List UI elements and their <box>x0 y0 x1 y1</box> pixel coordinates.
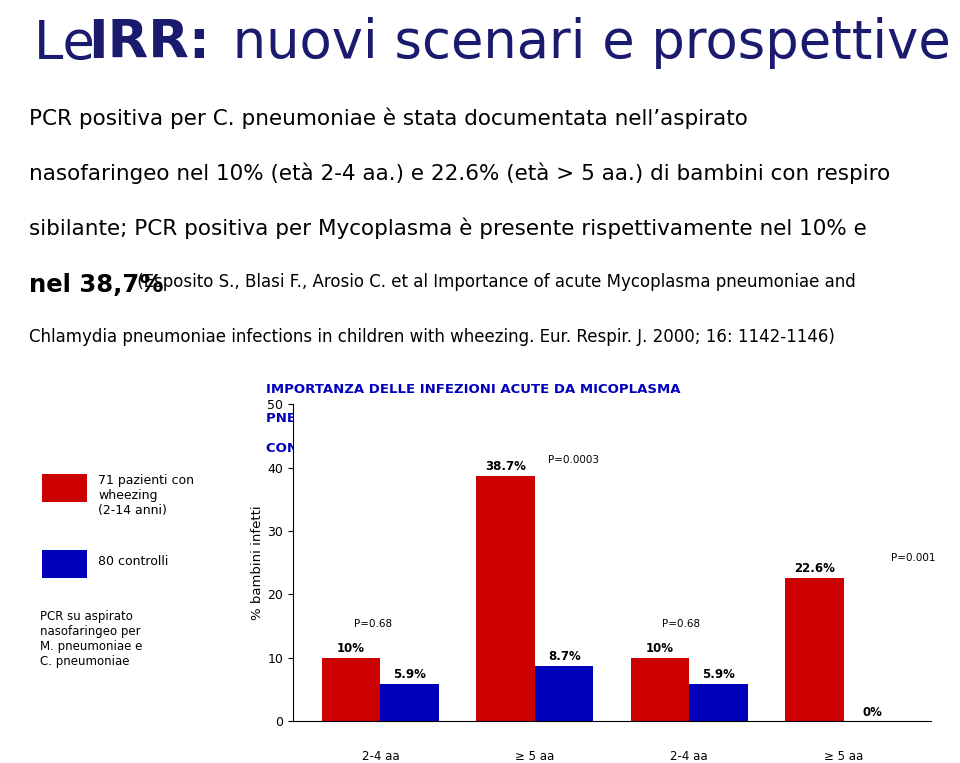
Text: Le: Le <box>34 18 111 69</box>
Text: P=0.0003: P=0.0003 <box>548 455 599 465</box>
Y-axis label: % bambini infetti: % bambini infetti <box>252 505 264 620</box>
Text: ≥ 5 aa: ≥ 5 aa <box>516 749 555 762</box>
Bar <box>322 658 380 721</box>
Text: P=0.68: P=0.68 <box>353 620 392 629</box>
Text: nel 38,7%: nel 38,7% <box>29 273 163 297</box>
Text: 22.6%: 22.6% <box>794 562 834 575</box>
Text: Chlamydia pneumoniae infections in children with wheezing. Eur. Respir. J. 2000;: Chlamydia pneumoniae infections in child… <box>29 328 834 346</box>
Text: 38.7%: 38.7% <box>485 460 526 473</box>
Bar <box>476 476 535 721</box>
Text: P=0.001: P=0.001 <box>891 552 935 563</box>
Text: (Esposito S., Blasi F., Arosio C. et al Importance of acute Mycoplasma pneumonia: (Esposito S., Blasi F., Arosio C. et al … <box>132 273 855 291</box>
Text: Esposito. Eur Respir J 2000; 16: 1142: Esposito. Eur Respir J 2000; 16: 1142 <box>578 442 797 455</box>
Text: CON WHEEZING: CON WHEEZING <box>266 442 383 455</box>
Bar <box>689 684 748 721</box>
Text: P=0.68: P=0.68 <box>662 620 701 629</box>
Text: PCR positiva per C. pneumoniae è stata documentata nell’aspirato: PCR positiva per C. pneumoniae è stata d… <box>29 108 748 129</box>
Text: 10%: 10% <box>337 642 365 655</box>
Bar <box>42 549 87 578</box>
Text: sibilante; PCR positiva per Mycoplasma è presente rispettivamente nel 10% e: sibilante; PCR positiva per Mycoplasma è… <box>29 217 867 240</box>
Text: IMPORTANZA DELLE INFEZIONI ACUTE DA MICOPLASMA: IMPORTANZA DELLE INFEZIONI ACUTE DA MICO… <box>266 383 681 397</box>
Text: nasofaringeo nel 10% (età 2-4 aa.) e 22.6% (età > 5 aa.) di bambini con respiro: nasofaringeo nel 10% (età 2-4 aa.) e 22.… <box>29 163 890 184</box>
Bar <box>631 658 689 721</box>
Text: 10%: 10% <box>646 642 674 655</box>
Text: 5.9%: 5.9% <box>394 668 426 681</box>
Text: 0%: 0% <box>863 706 883 719</box>
Text: 80 controlli: 80 controlli <box>98 555 169 568</box>
Text: PCR su aspirato
nasofaringeo per
M. pneumoniae e
C. pneumoniae: PCR su aspirato nasofaringeo per M. pneu… <box>39 610 142 668</box>
Bar <box>42 474 87 502</box>
Bar <box>785 578 844 721</box>
Bar <box>380 684 439 721</box>
Text: 71 pazienti con
wheezing
(2-14 anni): 71 pazienti con wheezing (2-14 anni) <box>98 474 194 517</box>
Text: ≥ 5 aa: ≥ 5 aa <box>824 749 863 762</box>
Text: PNEUMONIAE E CLAMIDIA PNEUMONIAE IN BAMBINI: PNEUMONIAE E CLAMIDIA PNEUMONIAE IN BAMB… <box>266 413 653 426</box>
Text: 8.7%: 8.7% <box>548 650 581 663</box>
Bar <box>535 666 593 721</box>
Text: 5.9%: 5.9% <box>702 668 735 681</box>
Text: 2-4 aa: 2-4 aa <box>362 749 399 762</box>
Text: nuovi scenari e prospettive: nuovi scenari e prospettive <box>216 18 950 69</box>
Text: 2-4 aa: 2-4 aa <box>670 749 708 762</box>
Text: IRR:: IRR: <box>88 18 210 69</box>
